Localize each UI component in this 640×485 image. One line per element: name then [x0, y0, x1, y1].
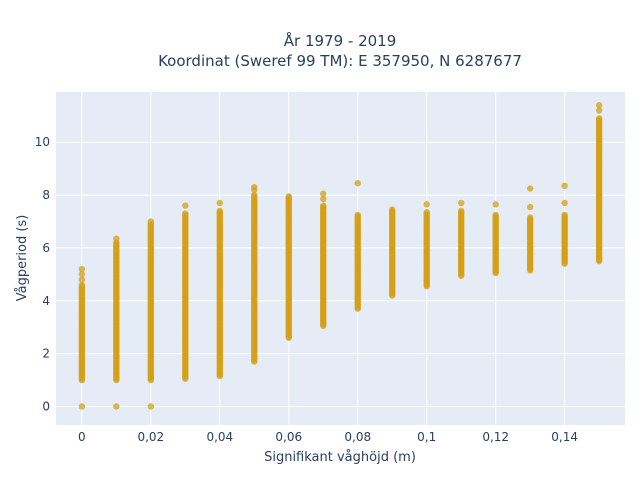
data-point — [320, 195, 327, 203]
y-tick-label: 6 — [42, 241, 50, 255]
data-point — [595, 107, 603, 114]
data-point — [78, 271, 86, 278]
data-point — [285, 193, 292, 200]
data-point — [389, 206, 396, 213]
data-point — [354, 211, 361, 219]
x-tick-label: 0,1 — [417, 430, 436, 444]
data-point — [526, 214, 534, 221]
data-point — [320, 190, 327, 197]
data-point — [147, 218, 155, 225]
data-point — [113, 235, 120, 242]
data-point — [423, 201, 430, 208]
data-points — [78, 102, 603, 410]
chart-title-line-1: År 1979 - 2019 — [284, 31, 397, 50]
chart-title-line-2: Koordinat (Sweref 99 TM): E 357950, N 62… — [158, 52, 522, 70]
y-tick-labels: 0 2 4 6 8 10 — [35, 135, 50, 413]
data-point — [492, 211, 499, 219]
data-point — [78, 265, 86, 273]
data-point — [78, 403, 86, 410]
x-tick-label: 0,14 — [551, 430, 578, 444]
data-point — [182, 210, 189, 217]
x-tick-label: 0 — [78, 430, 86, 444]
data-point — [526, 185, 534, 192]
x-tick-label: 0,06 — [275, 430, 302, 444]
data-point — [561, 211, 568, 219]
data-point — [595, 102, 603, 109]
data-point — [457, 199, 465, 207]
data-point — [561, 182, 568, 190]
x-tick-label: 0,08 — [344, 430, 371, 444]
data-point — [216, 207, 224, 215]
y-tick-label: 10 — [35, 135, 50, 149]
data-point — [216, 199, 224, 207]
x-tick-label: 0,04 — [206, 430, 233, 444]
data-point — [113, 403, 120, 410]
data-point — [251, 191, 258, 199]
data-point — [78, 281, 86, 289]
y-tick-label: 8 — [42, 188, 50, 202]
x-tick-label: 0,02 — [137, 430, 164, 444]
data-point — [492, 201, 499, 208]
data-point — [423, 209, 430, 216]
data-point — [251, 183, 258, 191]
data-point — [457, 207, 465, 215]
data-point — [354, 179, 361, 187]
y-tick-label: 2 — [42, 347, 50, 361]
data-point — [561, 199, 568, 207]
x-tick-label: 0,12 — [482, 430, 509, 444]
data-point — [320, 202, 327, 209]
y-tick-label: 0 — [42, 400, 50, 414]
data-point — [78, 276, 86, 283]
data-point — [526, 203, 534, 211]
x-tick-labels: 0 0,02 0,04 0,06 0,08 0,1 0,12 0,14 — [78, 430, 578, 444]
x-axis-title: Signifikant våghöjd (m) — [264, 450, 416, 465]
data-point — [595, 115, 603, 122]
data-point — [182, 202, 189, 209]
data-point — [147, 403, 155, 410]
y-axis-title: Vågperiod (s) — [15, 215, 30, 302]
y-tick-label: 4 — [42, 294, 50, 308]
